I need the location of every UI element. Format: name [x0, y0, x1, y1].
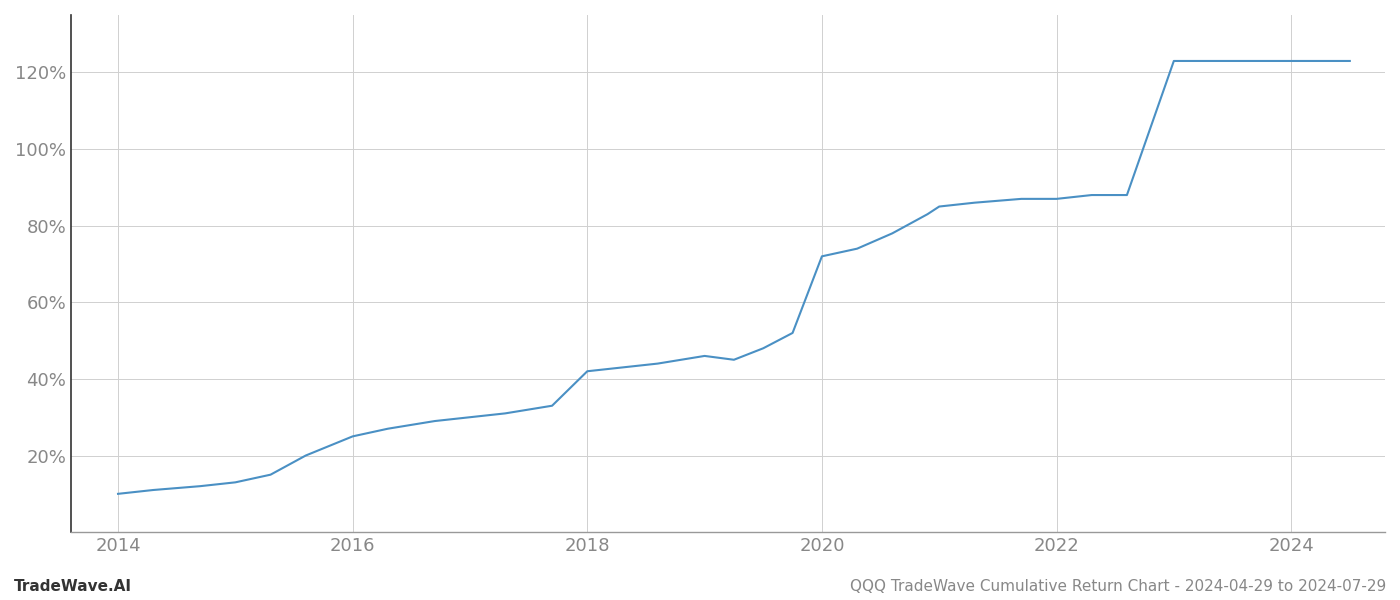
Text: QQQ TradeWave Cumulative Return Chart - 2024-04-29 to 2024-07-29: QQQ TradeWave Cumulative Return Chart - … [850, 579, 1386, 594]
Text: TradeWave.AI: TradeWave.AI [14, 579, 132, 594]
